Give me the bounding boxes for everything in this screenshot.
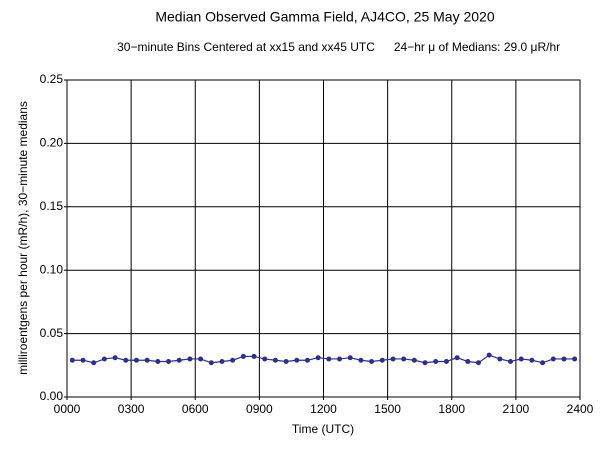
x-tick-label: 0000 — [54, 402, 81, 416]
x-tick-label: 0300 — [118, 402, 145, 416]
data-point — [144, 357, 150, 363]
data-point — [219, 358, 225, 364]
data-point — [390, 356, 396, 362]
data-point — [101, 356, 107, 362]
data-point — [283, 358, 289, 364]
x-tick-label: 1800 — [438, 402, 465, 416]
data-point — [272, 357, 278, 363]
chart-title: Median Observed Gamma Field, AJ4CO, 25 M… — [155, 9, 494, 25]
data-point — [411, 357, 417, 363]
data-point — [155, 358, 161, 364]
data-point — [379, 357, 385, 363]
data-point — [497, 356, 503, 362]
data-point — [166, 358, 172, 364]
data-point — [550, 356, 556, 362]
data-point — [475, 360, 481, 366]
data-point — [454, 355, 460, 361]
data-point — [240, 353, 246, 359]
data-point — [561, 356, 567, 362]
y-tick-label: 0.20 — [40, 136, 64, 150]
x-tick-label: 1200 — [310, 402, 337, 416]
y-tick-label: 0.00 — [40, 389, 64, 403]
data-point — [401, 356, 407, 362]
data-point — [358, 357, 364, 363]
data-point — [326, 356, 332, 362]
x-tick-label: 1500 — [374, 402, 401, 416]
data-point — [123, 357, 129, 363]
data-point — [187, 356, 193, 362]
data-point — [433, 358, 439, 364]
data-point — [294, 357, 300, 363]
data-point — [230, 357, 236, 363]
data-point — [572, 356, 578, 362]
data-point — [540, 360, 546, 366]
data-point — [337, 356, 343, 362]
data-point — [91, 360, 97, 366]
x-axis-label: Time (UTC) — [292, 422, 354, 436]
data-point — [508, 358, 514, 364]
data-point — [422, 360, 428, 366]
data-point — [112, 355, 118, 361]
data-point — [80, 357, 86, 363]
data-point — [304, 357, 310, 363]
x-tick-label: 2400 — [567, 402, 594, 416]
data-point — [369, 358, 375, 364]
data-point — [315, 355, 321, 361]
data-point — [208, 360, 214, 366]
data-point — [133, 357, 139, 363]
y-tick-label: 0.05 — [40, 326, 64, 340]
x-tick-label: 2100 — [503, 402, 530, 416]
y-axis-label: milliroentgens per hour (mR/h), 30−minut… — [16, 101, 30, 375]
x-tick-label: 0600 — [182, 402, 209, 416]
data-point — [347, 355, 353, 361]
data-point — [529, 357, 535, 363]
data-point — [198, 356, 204, 362]
data-point — [486, 352, 492, 358]
data-point — [518, 356, 524, 362]
data-point — [465, 358, 471, 364]
data-point — [443, 358, 449, 364]
y-tick-label: 0.10 — [40, 262, 64, 276]
y-tick-label: 0.25 — [40, 72, 64, 86]
chart-subtitle: 24−hr μ of Medians: 29.0 μR/hr — [394, 40, 560, 54]
x-tick-label: 0900 — [246, 402, 273, 416]
data-point — [251, 353, 257, 359]
chart-subtitle: 30−minute Bins Centered at xx15 and xx45… — [117, 40, 375, 54]
data-point — [69, 357, 75, 363]
y-tick-label: 0.15 — [40, 199, 64, 213]
data-point — [262, 356, 268, 362]
data-point — [176, 357, 182, 363]
